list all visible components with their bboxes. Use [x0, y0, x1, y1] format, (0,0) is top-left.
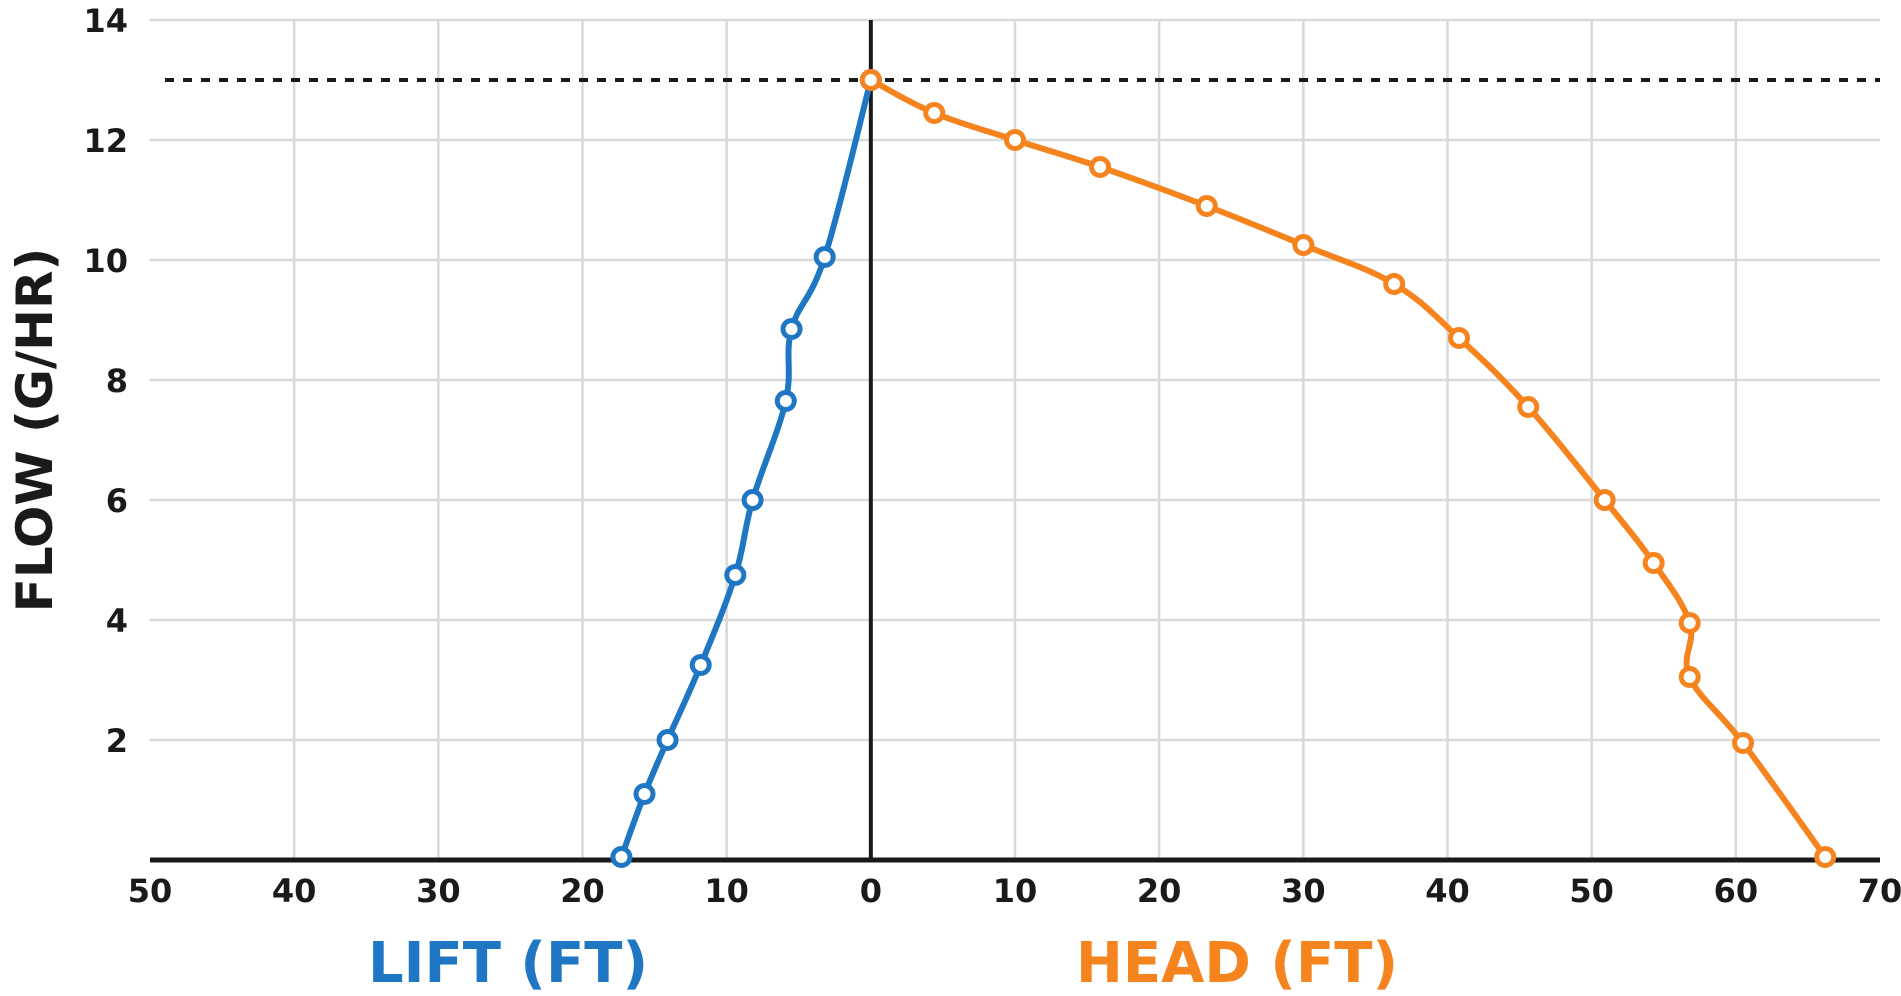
x-tick-label-lift: 10: [704, 872, 749, 910]
head-data-point: [1678, 612, 1701, 634]
head-axis-label: HEAD (FT): [1076, 931, 1398, 996]
head-data-point: [1814, 846, 1837, 868]
head-data-point: [923, 102, 946, 124]
head-data-point: [1448, 327, 1471, 349]
x-tick-label-zero: 0: [860, 872, 882, 910]
head-data-point: [1292, 234, 1315, 256]
lift-data-point: [780, 318, 803, 340]
head-data-point: [859, 69, 882, 91]
y-tick-label: 12: [83, 122, 128, 160]
x-tick-label-head: 40: [1425, 872, 1470, 910]
head-data-point: [1089, 156, 1112, 178]
lift-data-point: [610, 846, 633, 868]
lift-axis-label: LIFT (FT): [368, 931, 648, 996]
y-tick-label: 14: [83, 2, 128, 40]
y-tick-label: 4: [106, 602, 128, 640]
x-tick-label-head: 20: [1137, 872, 1182, 910]
y-tick-label: 2: [106, 722, 128, 760]
y-axis-label: FLOW (G/HR): [6, 248, 64, 613]
lift-data-point: [813, 246, 836, 268]
lift-data-point: [724, 564, 747, 586]
x-tick-label-head: 70: [1858, 872, 1901, 910]
x-tick-label-lift: 20: [560, 872, 605, 910]
x-tick-label-head: 50: [1569, 872, 1614, 910]
lift-data-point: [656, 729, 679, 751]
x-tick-label-head: 30: [1281, 872, 1326, 910]
y-tick-label: 6: [106, 482, 128, 520]
x-tick-label-lift: 50: [128, 872, 173, 910]
grid-lines: [150, 18, 1880, 860]
y-tick-label: 10: [83, 242, 128, 280]
head-data-point: [1517, 396, 1540, 418]
x-tick-label-lift: 30: [416, 872, 461, 910]
x-tick-label-head: 10: [993, 872, 1038, 910]
x-tick-label-lift: 40: [272, 872, 317, 910]
lift-data-point: [633, 783, 656, 805]
lift-data-point: [689, 654, 712, 676]
x-tick-label-head: 60: [1714, 872, 1759, 910]
series-layer: [610, 69, 1837, 868]
head-data-point: [1383, 273, 1406, 295]
head-data-point: [1678, 666, 1701, 688]
y-tick-label: 8: [106, 362, 128, 400]
tick-labels: 2 4 6 8 10 12 14 50 40 30 20 10 0 10 20 30 40 50 60 70: [83, 2, 1901, 910]
head-data-point: [1195, 195, 1218, 217]
head-data-point: [1593, 489, 1616, 511]
head-data-point: [1642, 552, 1665, 574]
head-data-point: [1004, 129, 1026, 151]
lift-data-point: [774, 390, 797, 412]
lift-data-point: [741, 489, 764, 511]
head-data-point: [1732, 732, 1755, 754]
